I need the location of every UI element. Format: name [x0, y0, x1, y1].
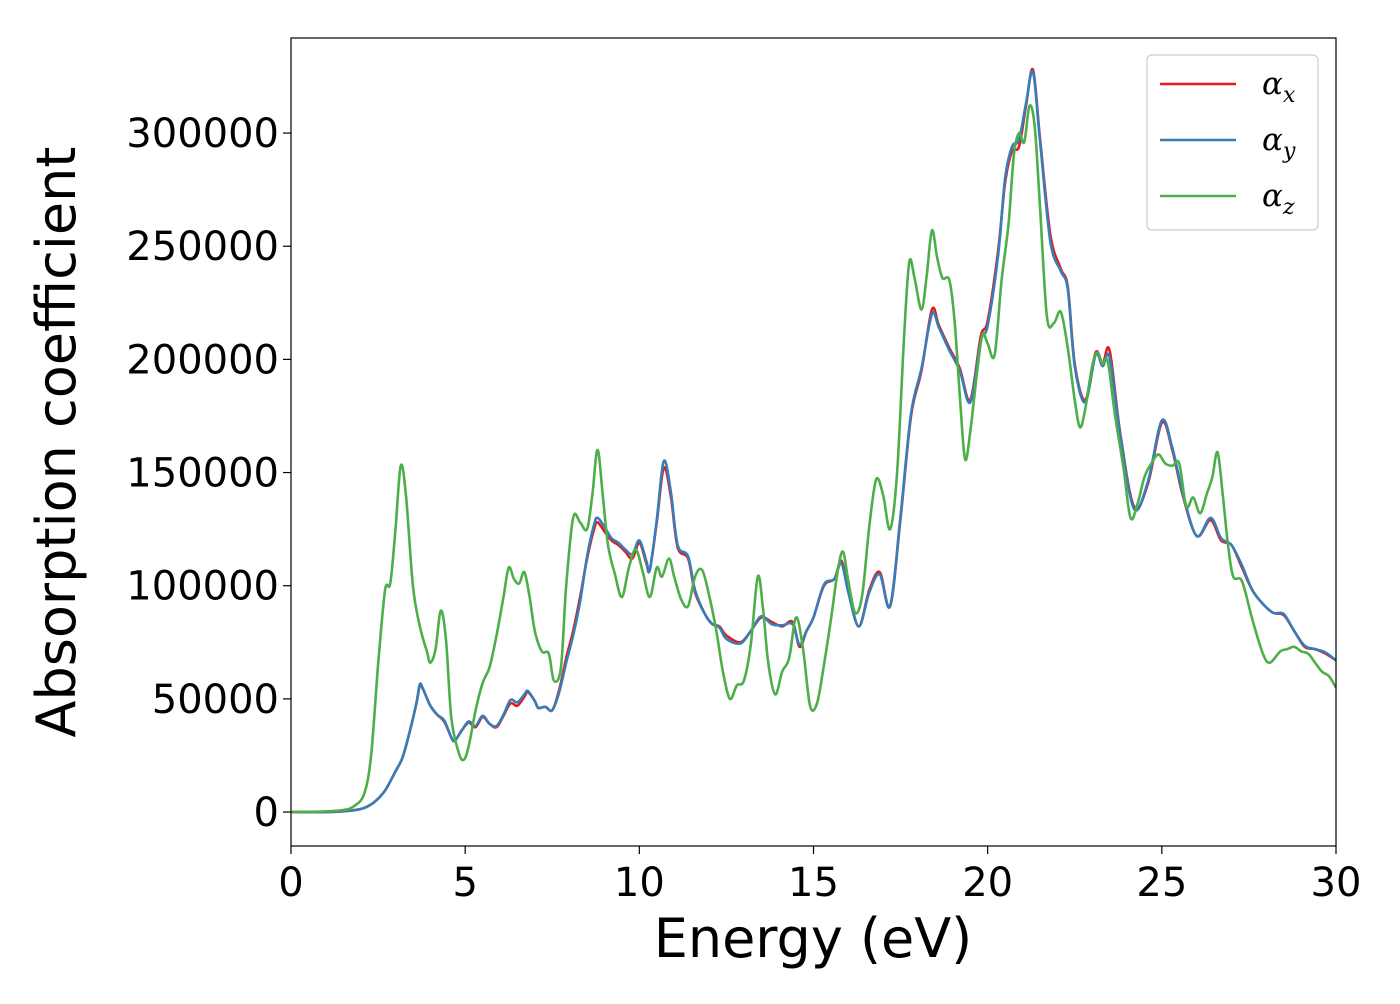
y-tick-label: 300000 — [126, 111, 279, 157]
legend-label-subscript: x — [1283, 83, 1296, 108]
y-tick-label: 0 — [254, 790, 279, 836]
legend-label-base: α — [1262, 66, 1283, 102]
y-tick-label: 150000 — [126, 451, 279, 497]
ticks-layer: 0 5 10 15 20 25 30 0 50000 100000 150000 200000 2500… — [126, 111, 1361, 906]
legend-label-base: α — [1262, 122, 1283, 158]
y-tick-label: 250000 — [126, 224, 279, 270]
legend-frame — [1146, 54, 1319, 231]
x-tick-label: 15 — [788, 860, 839, 906]
legend-label-subscript: y — [1282, 139, 1296, 164]
legend-label-y: αy — [1262, 122, 1296, 164]
x-axis-title: Energy (eV) — [654, 907, 973, 970]
y-tick-label: 200000 — [126, 337, 279, 383]
y-tick-label: 50000 — [152, 677, 279, 723]
x-tick-label: 5 — [452, 860, 477, 906]
y-tick-label: 100000 — [126, 564, 279, 610]
x-tick-label: 20 — [962, 860, 1013, 906]
legend-label-subscript: z — [1282, 195, 1295, 220]
series-layer — [291, 67, 1336, 814]
legend-label-x: αx — [1262, 66, 1296, 108]
legend-label-base: α — [1262, 178, 1283, 214]
series-line-z — [291, 104, 1336, 814]
x-tick-label: 0 — [278, 860, 303, 906]
x-tick-label: 10 — [614, 860, 665, 906]
x-tick-label: 30 — [1311, 860, 1362, 906]
y-axis-title: Absorption coefficient — [25, 147, 88, 738]
x-tick-label: 25 — [1136, 860, 1187, 906]
legend-label-z: αz — [1262, 178, 1295, 220]
